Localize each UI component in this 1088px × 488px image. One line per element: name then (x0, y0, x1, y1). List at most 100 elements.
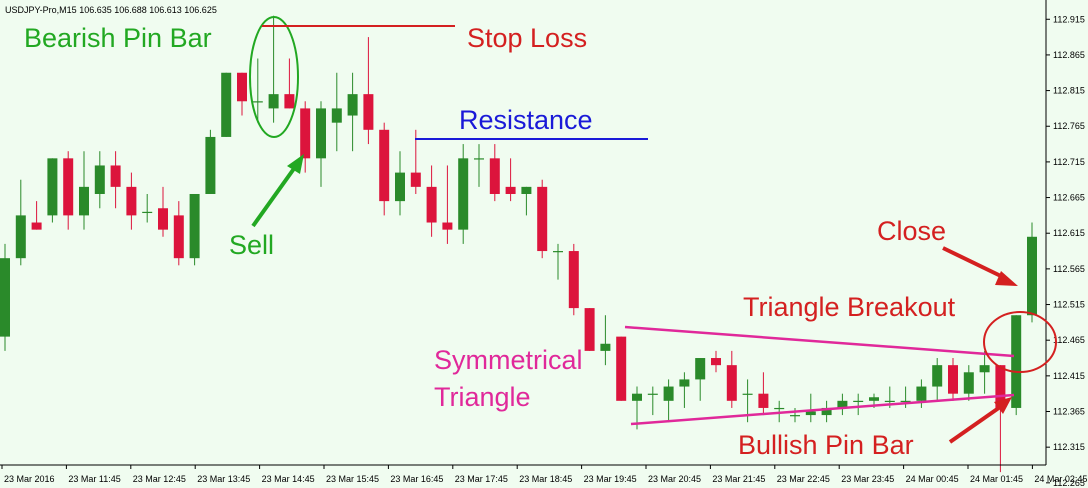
candle-body (252, 101, 263, 103)
candle-body (647, 393, 658, 395)
x-tick-label: 23 Mar 17:45 (455, 474, 508, 484)
sell-arrow-shaft (251, 161, 300, 228)
y-tick-label: 112.915 (1053, 14, 1085, 24)
x-tick-label: 23 Mar 12:45 (133, 474, 186, 484)
symmetrical-triangle-label-line1: Symmetrical (434, 345, 583, 375)
candle-body (821, 407, 832, 416)
candle-body (158, 208, 168, 230)
chart-header: USDJPY-Pro,M15 106.635 106.688 106.613 1… (5, 5, 217, 15)
candle-body (189, 193, 200, 259)
candle-body (316, 108, 326, 159)
candle-body (505, 186, 516, 194)
triangle-upper-line (624, 325, 1015, 358)
close-arrow-head (995, 271, 1018, 286)
y-tick-label: 112.315 (1053, 442, 1085, 452)
candle-body (205, 136, 216, 194)
x-tick-label: 23 Mar 23:45 (841, 474, 894, 484)
x-tick-label: 23 Mar 2016 (4, 474, 55, 484)
bullish-pin-arrow-shaft (948, 403, 1005, 444)
y-tick-label: 112.465 (1053, 335, 1085, 345)
candle-body (963, 372, 974, 394)
symmetrical-triangle-label-line2: Triangle (434, 382, 531, 412)
triangle-lower-line (630, 393, 1015, 426)
candle-body (979, 365, 990, 373)
x-tick-label: 23 Mar 11:45 (68, 474, 120, 484)
candle-body (221, 72, 232, 137)
x-tick-label: 23 Mar 16:45 (390, 474, 443, 484)
candle-body (489, 158, 500, 194)
candle-body (521, 186, 532, 194)
candle-body (884, 400, 895, 403)
candle-body (237, 72, 247, 102)
x-tick-label: 23 Mar 19:45 (584, 474, 637, 484)
triangle-breakout-label: Triangle Breakout (743, 292, 956, 322)
candle-body (426, 186, 437, 223)
y-tick-label: 112.515 (1053, 300, 1085, 310)
candle-body (774, 407, 785, 410)
candle-body (442, 222, 453, 230)
candle-body (584, 308, 595, 351)
x-tick-label: 24 Mar 00:45 (906, 474, 959, 484)
x-tick-label: 23 Mar 13:45 (197, 474, 250, 484)
candle-body (679, 379, 690, 387)
candle-body (900, 400, 911, 403)
candle-body (869, 397, 879, 401)
resistance-label: Resistance (459, 105, 593, 135)
candle-body (79, 186, 89, 216)
x-tick-label: 23 Mar 20:45 (648, 474, 701, 484)
candle-body (726, 365, 737, 401)
candle-body (126, 186, 137, 216)
candle-body (15, 215, 26, 259)
candle-body (63, 158, 74, 216)
candle-body (173, 215, 184, 259)
candle-body (948, 365, 958, 394)
candle-body (758, 393, 769, 408)
candle-body (300, 108, 311, 159)
candle-body (632, 393, 642, 401)
candle-body (284, 94, 295, 109)
close-label: Close (877, 216, 946, 246)
candle-body (995, 365, 1006, 408)
candle-body (458, 158, 469, 230)
x-tick-label: 23 Mar 15:45 (326, 474, 379, 484)
candle-body (395, 172, 405, 202)
candle-body (553, 251, 563, 253)
candle-body (410, 172, 421, 187)
x-tick-label: 24 Mar 02:45 (1034, 474, 1087, 484)
candles-layer (0, 15, 1037, 473)
close-arrow-shaft (942, 246, 1008, 281)
y-tick-label: 112.815 (1053, 86, 1085, 96)
candle-body (47, 158, 58, 216)
pin-bar-highlight-ellipse (249, 16, 299, 138)
candle-body (1027, 236, 1037, 316)
breakout-highlight-ellipse (983, 311, 1057, 373)
candle-body (932, 365, 943, 387)
bullish-pin-bar-label: Bullish Pin Bar (738, 430, 914, 460)
y-tick-label: 112.765 (1053, 121, 1085, 131)
candle-body (600, 343, 611, 351)
candle-body (711, 358, 721, 366)
y-tick-label: 112.715 (1053, 157, 1085, 167)
candle-body (568, 251, 579, 309)
y-tick-label: 112.865 (1053, 50, 1085, 60)
y-tick-label: 112.615 (1053, 228, 1085, 238)
candle-body (363, 94, 374, 130)
y-tick-label: 112.265 (1053, 478, 1085, 488)
candle-body (616, 336, 627, 401)
x-tick-label: 23 Mar 21:45 (712, 474, 765, 484)
stop-loss-label: Stop Loss (467, 23, 587, 53)
candle-body (663, 386, 674, 401)
y-tick-label: 112.565 (1053, 264, 1085, 274)
candle-body (110, 165, 121, 187)
candle-body (805, 411, 816, 416)
y-tick-label: 112.665 (1053, 193, 1085, 203)
candle-body (837, 400, 848, 408)
candle-body (31, 222, 42, 230)
x-tick-label: 24 Mar 01:45 (970, 474, 1023, 484)
candle-body (268, 94, 279, 109)
candle-body (379, 129, 390, 202)
candle-body (537, 186, 548, 252)
candle-body (474, 158, 484, 160)
